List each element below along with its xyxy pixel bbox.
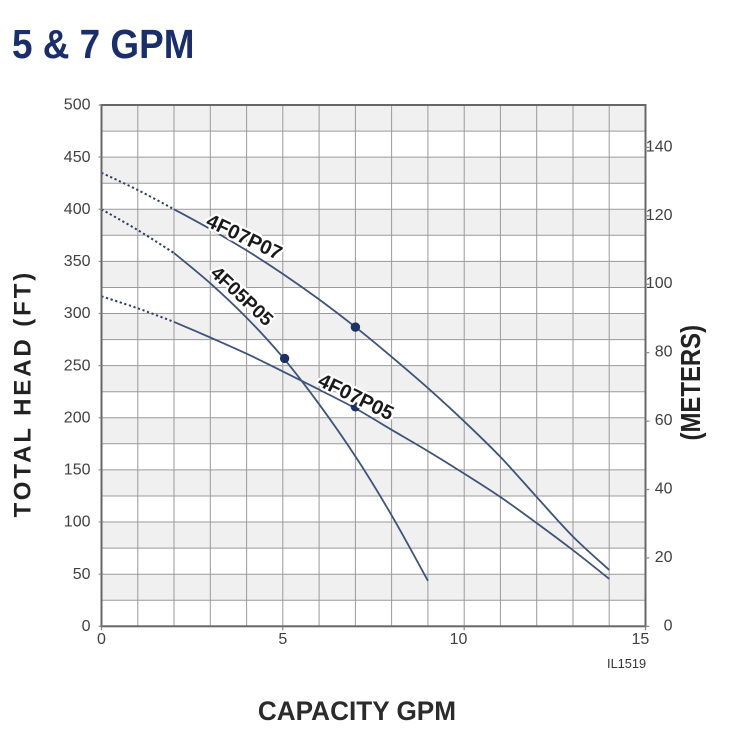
svg-text:120: 120 [646,207,673,224]
svg-text:IL1519: IL1519 [607,656,646,671]
svg-text:140: 140 [646,138,673,155]
svg-text:5: 5 [278,631,287,648]
svg-text:TOTAL HEAD (FT): TOTAL HEAD (FT) [10,270,37,517]
svg-text:40: 40 [655,481,673,498]
svg-text:250: 250 [64,357,91,374]
svg-text:200: 200 [64,410,91,427]
svg-text:80: 80 [655,344,673,361]
svg-text:0: 0 [97,631,106,648]
svg-text:5 & 7 GPM: 5 & 7 GPM [12,22,194,67]
svg-text:10: 10 [450,631,468,648]
svg-text:(METERS): (METERS) [677,325,707,441]
svg-text:500: 500 [64,97,91,114]
svg-text:150: 150 [64,462,91,479]
svg-text:350: 350 [64,253,91,270]
svg-text:15: 15 [632,631,650,648]
svg-text:0: 0 [82,618,91,635]
svg-text:300: 300 [64,305,91,322]
svg-text:400: 400 [64,201,91,218]
svg-text:100: 100 [646,275,673,292]
svg-text:20: 20 [655,549,673,566]
svg-text:0: 0 [664,617,673,634]
svg-text:60: 60 [655,412,673,429]
svg-text:450: 450 [64,149,91,166]
svg-text:CAPACITY GPM: CAPACITY GPM [258,696,456,726]
svg-text:50: 50 [73,566,91,583]
svg-text:100: 100 [64,514,91,531]
